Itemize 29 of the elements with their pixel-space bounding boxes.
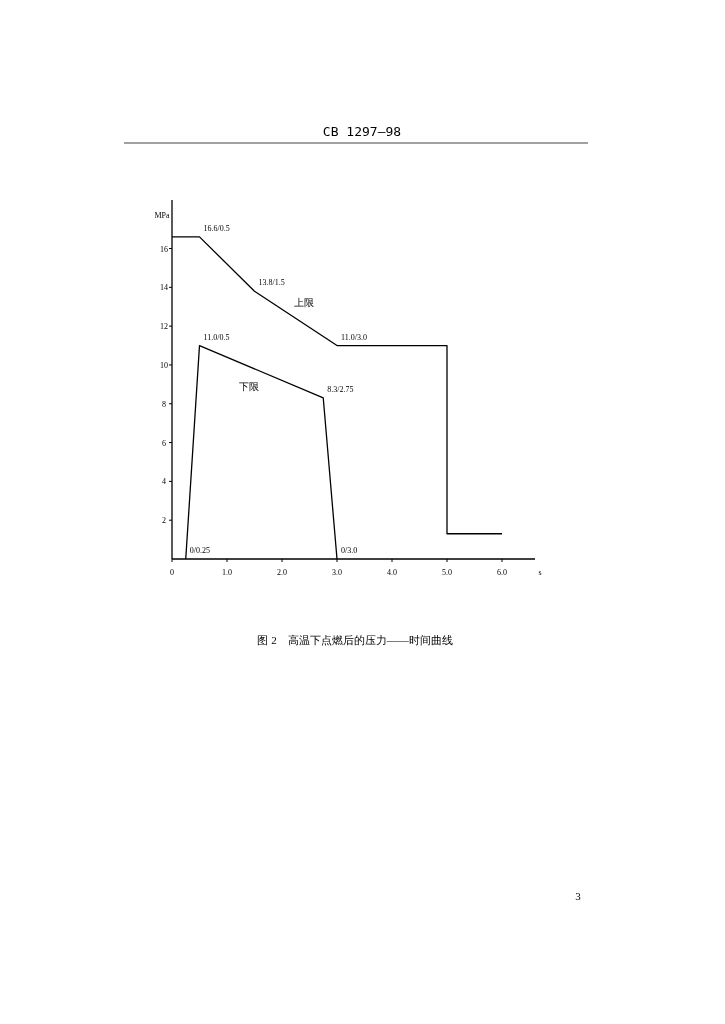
annotation: 11.0/0.5 [203, 332, 230, 342]
x-tick-label: 6.0 [497, 568, 507, 577]
y-tick-label: 16 [160, 244, 168, 254]
x-tick-label: 5.0 [442, 568, 452, 577]
x-tick-label: 3.0 [332, 568, 342, 577]
caption: 图 2 高温下点燃后的压力——时间曲线 [257, 634, 453, 646]
y-tick-label: 4 [162, 477, 166, 487]
series-label: 下限 [239, 380, 260, 392]
x-tick-label: 2.0 [277, 568, 287, 577]
series-label: 上限 [293, 297, 314, 309]
y-tick-label: 10 [160, 360, 168, 370]
annotation: 0/3.0 [341, 546, 358, 555]
x-tick-label: 4.0 [387, 568, 397, 577]
x-tick-label: 0 [170, 568, 174, 577]
text: CB 1297—98 [322, 124, 402, 139]
y-tick-label: 12 [160, 322, 168, 332]
annotation: 13.8/1.5 [258, 278, 285, 288]
annotation: 0/0.25 [189, 546, 210, 555]
annotation: 8.3/2.75 [327, 384, 354, 394]
y-tick-label: 2 [162, 516, 166, 526]
x-tick-label: 1.0 [222, 568, 232, 577]
annotation: 16.6/0.5 [203, 223, 230, 233]
y-axis-title: MPa [154, 211, 170, 220]
y-tick-label: 6 [162, 438, 166, 448]
y-tick-label: 14 [160, 283, 168, 293]
x-axis-title: s [538, 568, 542, 577]
y-tick-label: 8 [162, 399, 166, 409]
text: 3 [575, 890, 582, 902]
annotation: 11.0/3.0 [341, 332, 367, 342]
